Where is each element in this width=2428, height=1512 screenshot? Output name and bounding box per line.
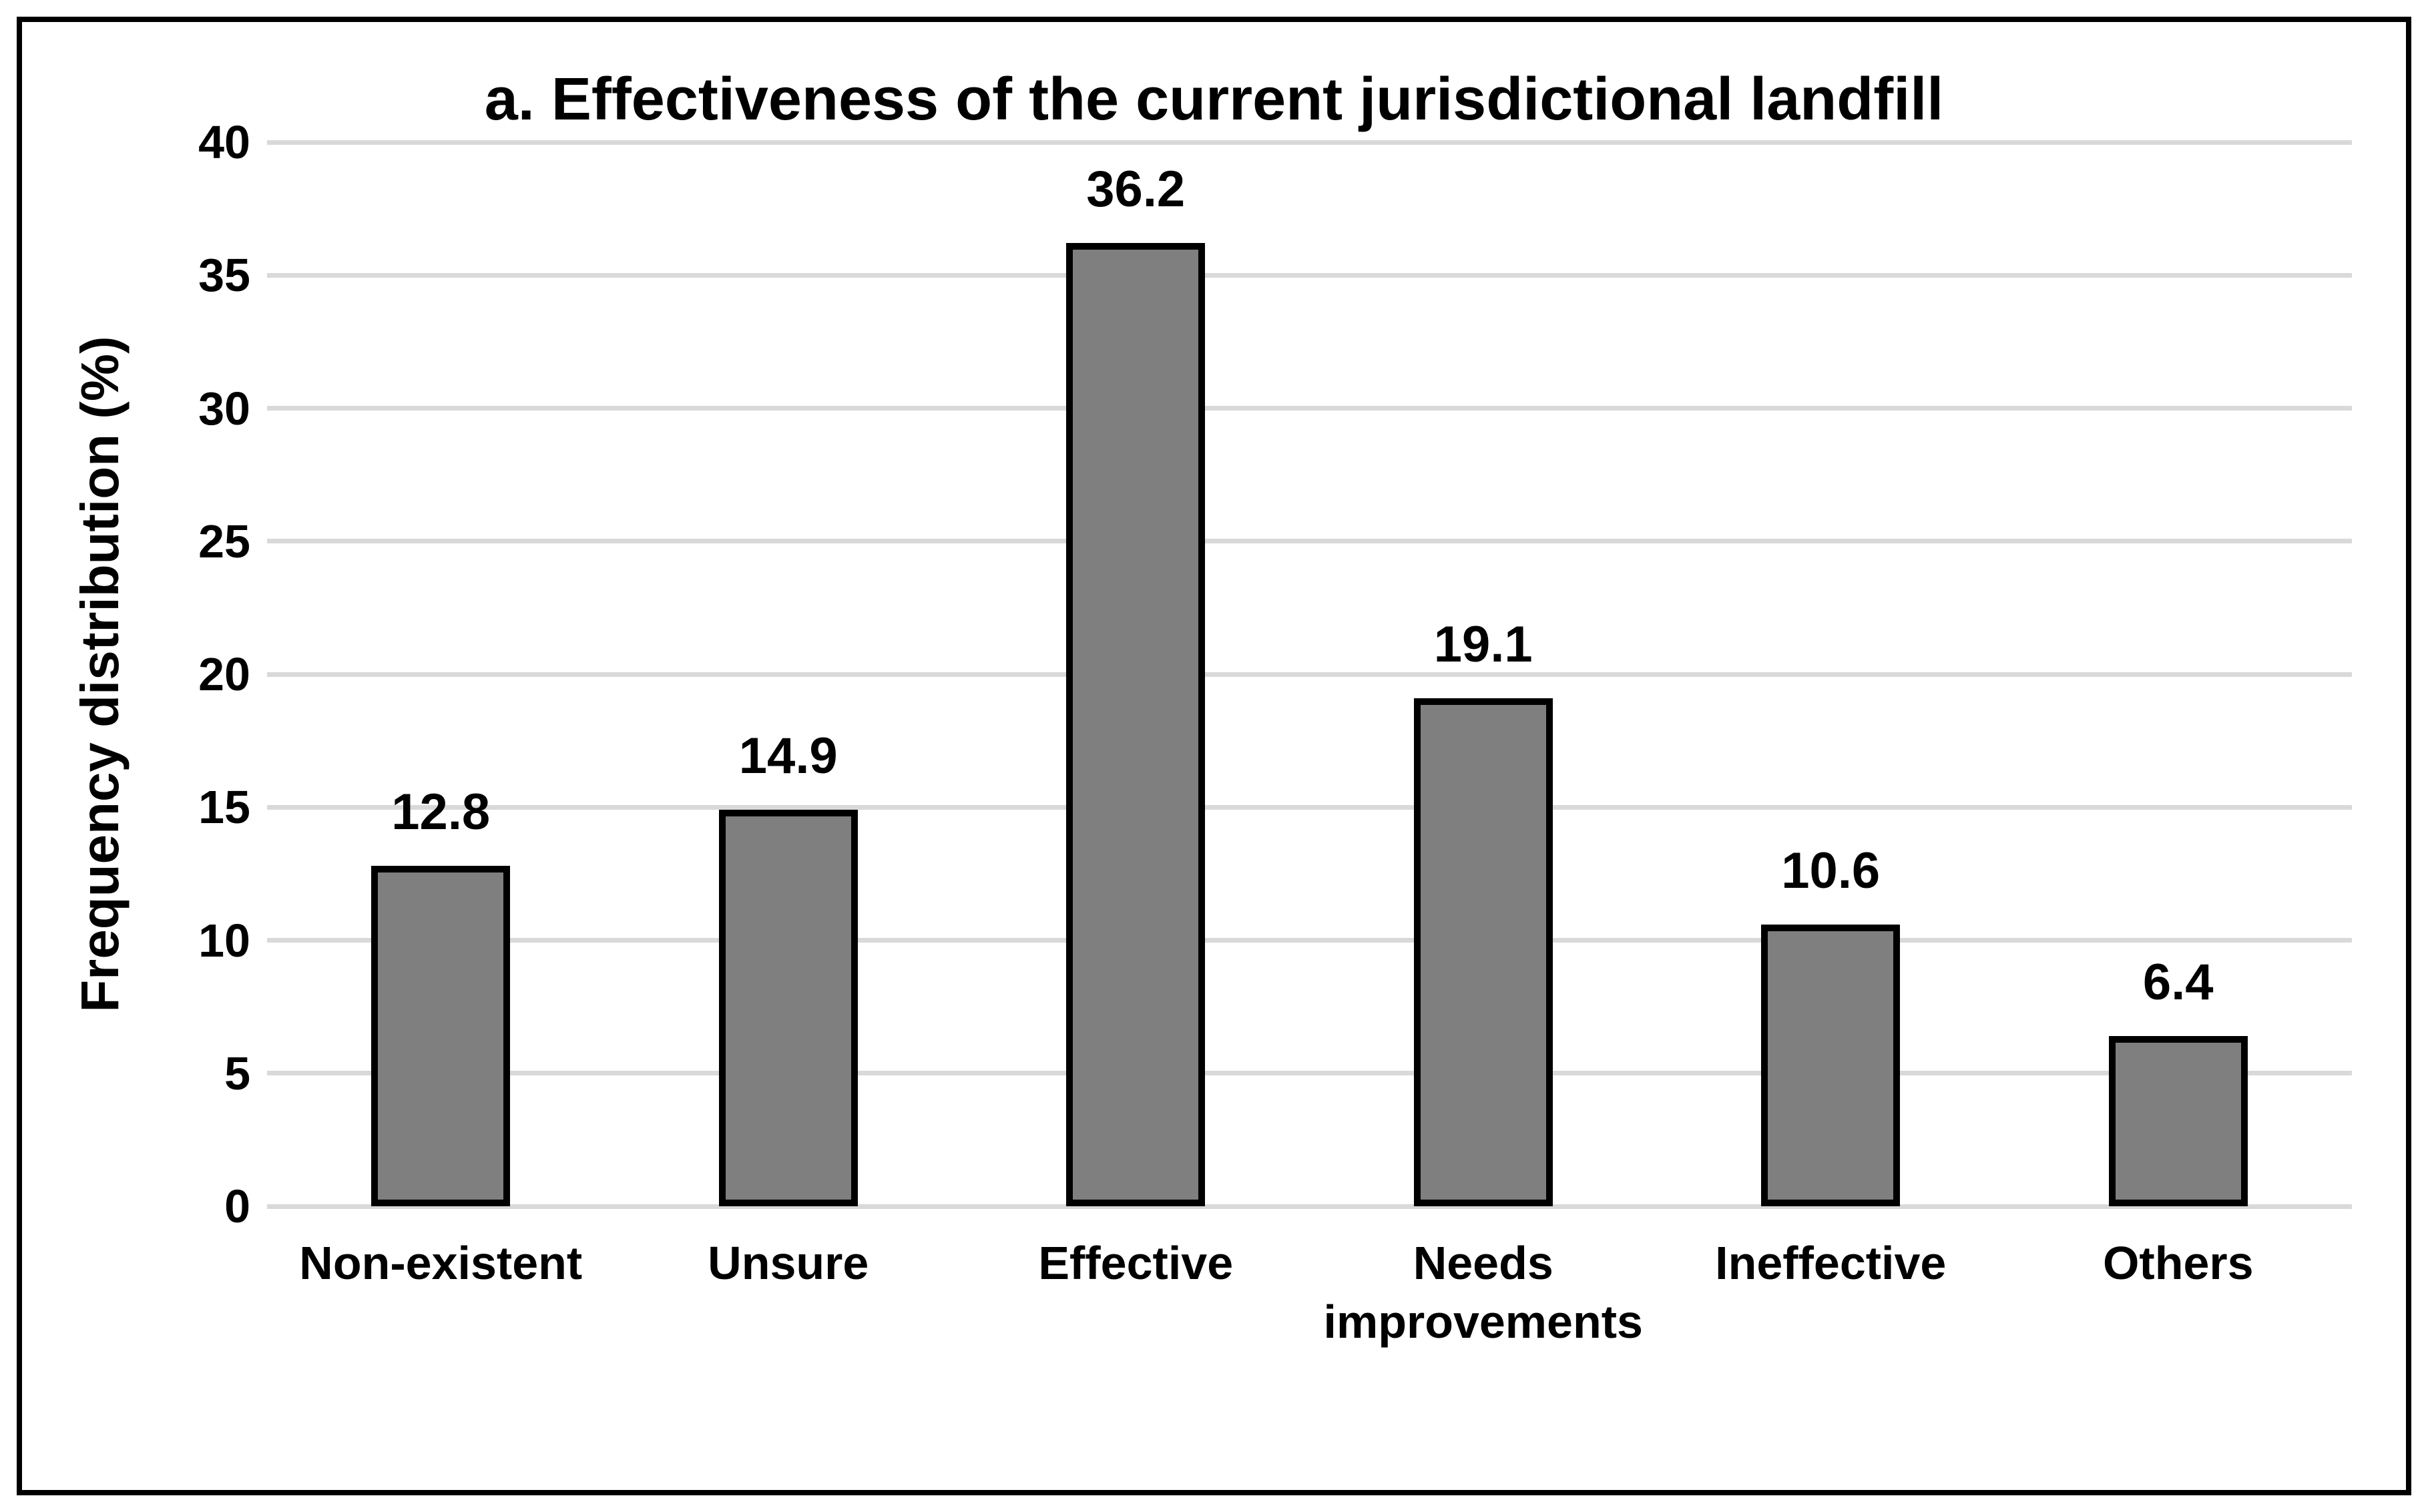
value-label-non-existent: 12.8	[391, 783, 491, 840]
gridline-25	[267, 539, 2352, 544]
y-tick-label-0: 0	[224, 1180, 250, 1232]
gridline-35	[267, 272, 2352, 278]
gridline-10	[267, 938, 2352, 943]
x-category-label-non-existent: Non-existent	[299, 1237, 583, 1289]
y-tick-label-10: 10	[198, 914, 250, 967]
x-category-label-others: Others	[2102, 1237, 2254, 1289]
value-label-others: 6.4	[2142, 953, 2214, 1011]
y-tick-label-30: 30	[198, 382, 250, 435]
chart-outer-frame	[17, 17, 2411, 1495]
gridline-20	[267, 672, 2352, 677]
x-category-label-needs-improvements: Needs improvements	[1323, 1237, 1643, 1348]
gridline-40	[267, 140, 2352, 145]
y-tick-label-40: 40	[198, 116, 250, 168]
bar-effective	[1066, 243, 1206, 1206]
x-category-label-unsure: Unsure	[708, 1237, 869, 1289]
bar-needs-improvements	[1413, 698, 1553, 1206]
value-label-effective: 36.2	[1086, 161, 1186, 218]
y-tick-label-25: 25	[198, 515, 250, 567]
value-label-ineffective: 10.6	[1781, 842, 1881, 899]
bar-ineffective	[1761, 924, 1901, 1206]
y-tick-label-20: 20	[198, 648, 250, 700]
gridline-5	[267, 1071, 2352, 1076]
gridline-15	[267, 804, 2352, 810]
chart-title: a. Effectiveness of the current jurisdic…	[484, 66, 1944, 133]
bar-unsure	[718, 810, 858, 1206]
gridline-30	[267, 406, 2352, 411]
y-tick-label-5: 5	[224, 1047, 250, 1099]
bar-non-existent	[371, 865, 511, 1206]
value-label-unsure: 14.9	[738, 728, 838, 785]
plot-area: 0 5 10 15 20 25 30 35 40 12.8 Non-existent 14.9 Unsu…	[198, 116, 2352, 1348]
value-label-needs-improvements: 19.1	[1433, 615, 1533, 673]
bar-others	[2108, 1035, 2248, 1206]
y-tick-label-15: 15	[198, 781, 250, 834]
x-category-label-effective: Effective	[1038, 1237, 1234, 1289]
x-category-label-ineffective: Ineffective	[1715, 1237, 1947, 1289]
y-tick-label-35: 35	[198, 249, 250, 302]
gridline-0	[267, 1204, 2352, 1209]
